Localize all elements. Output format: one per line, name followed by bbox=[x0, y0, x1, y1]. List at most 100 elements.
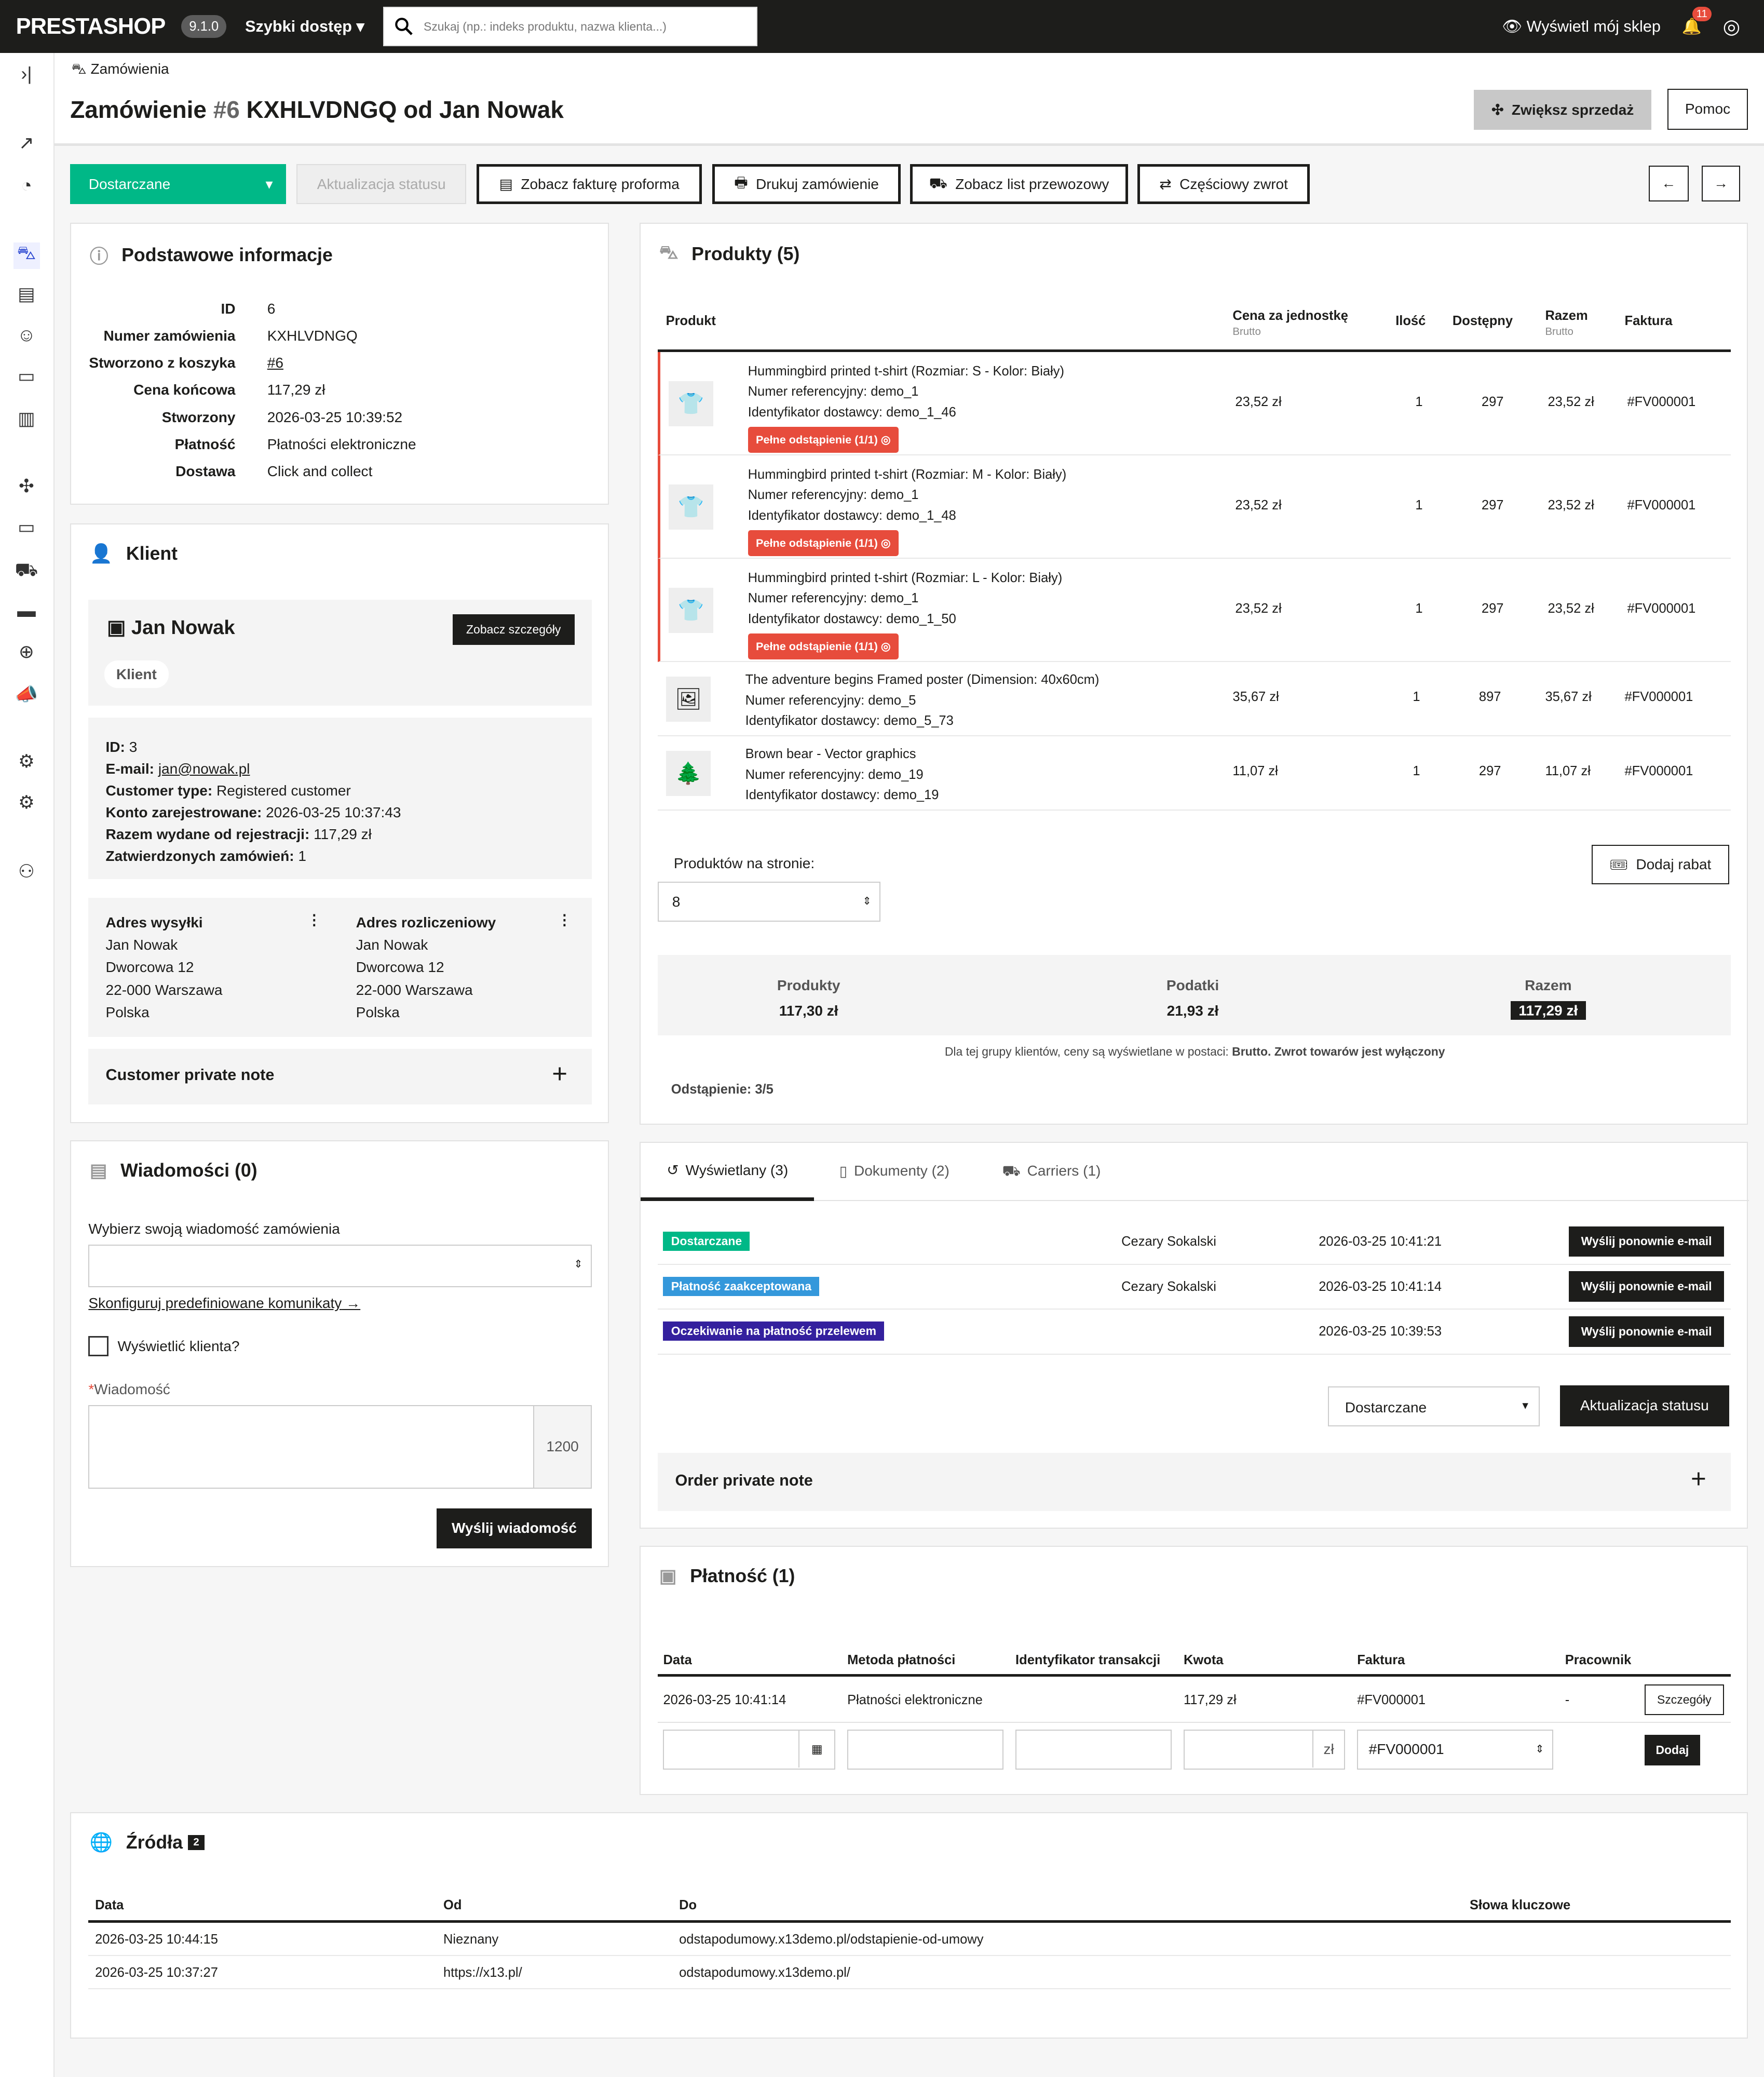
breadcrumb[interactable]: ⛍ Zamówienia bbox=[71, 61, 169, 77]
tab-history[interactable]: ↺ Wyświetlany (3) bbox=[641, 1143, 815, 1202]
partial-refund-button[interactable]: ⇄ Częściowy zwrot bbox=[1137, 164, 1310, 204]
marketing-megaphone-icon[interactable]: 📣 bbox=[15, 684, 38, 705]
status-badge: Płatność zaakceptowana bbox=[663, 1276, 820, 1296]
dashboard-trend-icon[interactable]: ↗ bbox=[19, 132, 34, 154]
tab-carriers[interactable]: ⛟ Carriers (1) bbox=[1002, 1163, 1101, 1181]
tab-documents[interactable]: ▯ Dokumenty (2) bbox=[839, 1163, 949, 1180]
customer-info-value[interactable]: jan@nowak.pl bbox=[158, 760, 250, 777]
user-account-icon[interactable]: ◎ bbox=[1722, 15, 1741, 38]
order-private-note[interactable]: Order private note + bbox=[658, 1452, 1731, 1512]
increase-sales-button[interactable]: ✣ Zwiększ sprzedaż bbox=[1474, 90, 1652, 130]
view-customer-details-button[interactable]: Zobacz szczegóły bbox=[452, 614, 575, 645]
search-input[interactable]: Szukaj (np.: indeks produktu, nazwa klie… bbox=[383, 6, 758, 47]
payment-invoice-select[interactable]: #FV000001 ⇕ bbox=[1357, 1730, 1553, 1770]
amount-input[interactable]: zł bbox=[1184, 1730, 1346, 1770]
product-name[interactable]: Hummingbird printed t-shirt (Rozmiar: L … bbox=[748, 570, 1063, 585]
product-total: 35,67 zł bbox=[1545, 690, 1592, 705]
orders-basket-icon[interactable]: ⛍ bbox=[13, 242, 40, 269]
payment-cell: - bbox=[1565, 1692, 1570, 1707]
add-payment-button[interactable]: Dodaj bbox=[1644, 1735, 1700, 1765]
resend-email-button[interactable]: Wyślij ponownie e-mail bbox=[1569, 1226, 1724, 1257]
previous-order-arrow-icon[interactable]: ← bbox=[1648, 165, 1689, 201]
col-total: Razem Brutto bbox=[1545, 308, 1587, 339]
printer-icon: 🖶 bbox=[734, 174, 748, 191]
payment-table-header: Data Metoda płatności Identyfikator transa… bbox=[658, 1650, 1731, 1677]
payment-method-input[interactable] bbox=[847, 1730, 1004, 1770]
billing-kebab-menu-icon[interactable]: ⋮ bbox=[557, 911, 572, 928]
info-circle-icon: ⓘ bbox=[89, 246, 108, 267]
payment-row: Szczegóły 2026-03-25 10:41:14 Płatności e… bbox=[658, 1679, 1731, 1723]
per-page-select[interactable]: 8 ⇕ bbox=[658, 882, 880, 922]
resend-email-button[interactable]: Wyślij ponownie e-mail bbox=[1569, 1316, 1724, 1347]
payment-date-input[interactable]: ▦ bbox=[663, 1730, 836, 1770]
history-status-select[interactable]: Dostarczane ▾ bbox=[1328, 1386, 1540, 1426]
modules-puzzle-icon[interactable]: ✣ bbox=[19, 475, 34, 496]
customer-icon[interactable]: ☺ bbox=[17, 324, 36, 345]
send-message-button[interactable]: Wyślij wiadomość bbox=[437, 1508, 592, 1548]
currency-label: zł bbox=[1312, 1731, 1344, 1768]
message-label-text: Wiadomość bbox=[94, 1381, 170, 1398]
messages-icon[interactable]: ▭ bbox=[18, 366, 35, 387]
product-name[interactable]: Brown bear - Vector graphics bbox=[745, 747, 916, 762]
calendar-icon[interactable]: ▦ bbox=[798, 1731, 834, 1768]
view-shop-link[interactable]: 👁 Wyświetl mój sklep bbox=[1502, 17, 1661, 35]
product-name[interactable]: Hummingbird printed t-shirt (Rozmiar: S … bbox=[748, 363, 1064, 379]
add-discount-button[interactable]: 🎟 Dodaj rabat bbox=[1591, 844, 1730, 885]
advanced-settings-icon[interactable]: ⚙ bbox=[18, 792, 35, 813]
notifications-bell-icon[interactable]: 🔔 11 bbox=[1682, 7, 1712, 36]
search-placeholder: Szukaj (np.: indeks produktu, nazwa klie… bbox=[424, 19, 667, 33]
sources-col-header: Słowa kluczowe bbox=[1470, 1898, 1571, 1913]
plus-icon[interactable]: + bbox=[552, 1058, 567, 1088]
show-customer-label: Wyświetlić klienta? bbox=[117, 1338, 240, 1354]
gauge-icon[interactable]: ◔ bbox=[21, 174, 32, 196]
shipping-address: Adres wysyłki Jan Nowak Dworcowa 12 22-000 … bbox=[106, 911, 331, 1024]
configure-messages-link[interactable]: Skonfiguruj predefiniowane komunikaty → bbox=[88, 1295, 361, 1312]
next-order-arrow-icon[interactable]: → bbox=[1702, 165, 1740, 201]
quick-access-dropdown[interactable]: Szybki dostęp ▾ bbox=[245, 17, 364, 35]
proforma-invoice-button[interactable]: ▤ Zobacz fakturę proforma bbox=[477, 164, 702, 204]
show-customer-checkbox[interactable]: Wyświetlić klienta? bbox=[88, 1336, 240, 1356]
sidebar: ›| ↗ ◔ ⛍ ▤ ☺ ▭ ▥ ✣ ▭ ⛟ ▬ ⊕ 📣 ⚙ ⚙ ⚇ bbox=[0, 53, 55, 2077]
history-update-status-button[interactable]: Aktualizacja statusu bbox=[1559, 1385, 1730, 1426]
product-name[interactable]: Hummingbird printed t-shirt (Rozmiar: M … bbox=[748, 467, 1067, 482]
withdrawal-badge[interactable]: Pełne odstąpienie (1/1) ◎ bbox=[748, 530, 899, 556]
checkbox[interactable] bbox=[88, 1336, 108, 1356]
payment-card-icon[interactable]: ▬ bbox=[17, 600, 36, 621]
product-info: The adventure begins Framed poster (Dime… bbox=[745, 670, 1100, 732]
select-arrows-icon: ⇕ bbox=[1535, 1744, 1544, 1755]
predefined-message-select[interactable]: ⇕ bbox=[88, 1245, 592, 1287]
withdrawal-badge[interactable]: Pełne odstąpienie (1/1) ◎ bbox=[748, 427, 899, 453]
logo[interactable]: PRESTASHOP bbox=[16, 14, 166, 39]
page-title: Zamówienie #6 KXHLVDNGQ od Jan Nowak bbox=[70, 96, 564, 124]
withdrawal-badge[interactable]: Pełne odstąpienie (1/1) ◎ bbox=[748, 633, 899, 659]
store-icon[interactable]: ▤ bbox=[18, 283, 35, 304]
settings-gear-icon[interactable]: ⚙ bbox=[18, 751, 35, 772]
delivery-slip-label: Zobacz list przewozowy bbox=[955, 176, 1109, 192]
customer-info-row: Razem wydane od rejestracji: 117,29 zł bbox=[106, 824, 575, 845]
basic-info-value[interactable]: #6 bbox=[267, 355, 283, 371]
international-globe-icon[interactable]: ⊕ bbox=[19, 641, 34, 662]
collapse-sidebar-icon[interactable]: ›| bbox=[21, 63, 32, 85]
breadcrumb-orders[interactable]: Zamówienia bbox=[90, 61, 169, 77]
product-supplier: Identyfikator dostawcy: demo_1_46 bbox=[748, 404, 956, 420]
team-icon[interactable]: ⚇ bbox=[18, 861, 35, 882]
payment-details-button[interactable]: Szczegóły bbox=[1644, 1684, 1724, 1715]
plus-icon[interactable]: + bbox=[1691, 1464, 1706, 1494]
print-order-button[interactable]: 🖶 Drukuj zamówienie bbox=[712, 164, 901, 204]
product-name[interactable]: The adventure begins Framed poster (Dime… bbox=[745, 672, 1100, 687]
customer-private-note[interactable]: Customer private note + bbox=[88, 1048, 592, 1104]
design-monitor-icon[interactable]: ▭ bbox=[18, 516, 35, 537]
shipping-truck-icon[interactable]: ⛟ bbox=[15, 559, 38, 580]
shipping-kebab-menu-icon[interactable]: ⋮ bbox=[307, 911, 322, 928]
update-status-button[interactable]: Aktualizacja statusu bbox=[296, 164, 466, 204]
help-button[interactable]: Pomoc bbox=[1667, 88, 1748, 130]
transaction-id-input[interactable] bbox=[1015, 1730, 1172, 1770]
order-status-select[interactable]: Dostarczane ▾ bbox=[70, 164, 286, 204]
resend-email-button[interactable]: Wyślij ponownie e-mail bbox=[1569, 1271, 1724, 1302]
stats-icon[interactable]: ▥ bbox=[18, 408, 35, 429]
message-textarea[interactable] bbox=[88, 1405, 535, 1489]
delivery-slip-button[interactable]: ⛟ Zobacz list przewozowy bbox=[910, 164, 1129, 204]
basic-info-row: Płatność Płatności elektroniczne bbox=[71, 436, 601, 463]
order-status-value: Dostarczane bbox=[88, 176, 171, 192]
total-brutto: Brutto bbox=[1545, 326, 1573, 338]
